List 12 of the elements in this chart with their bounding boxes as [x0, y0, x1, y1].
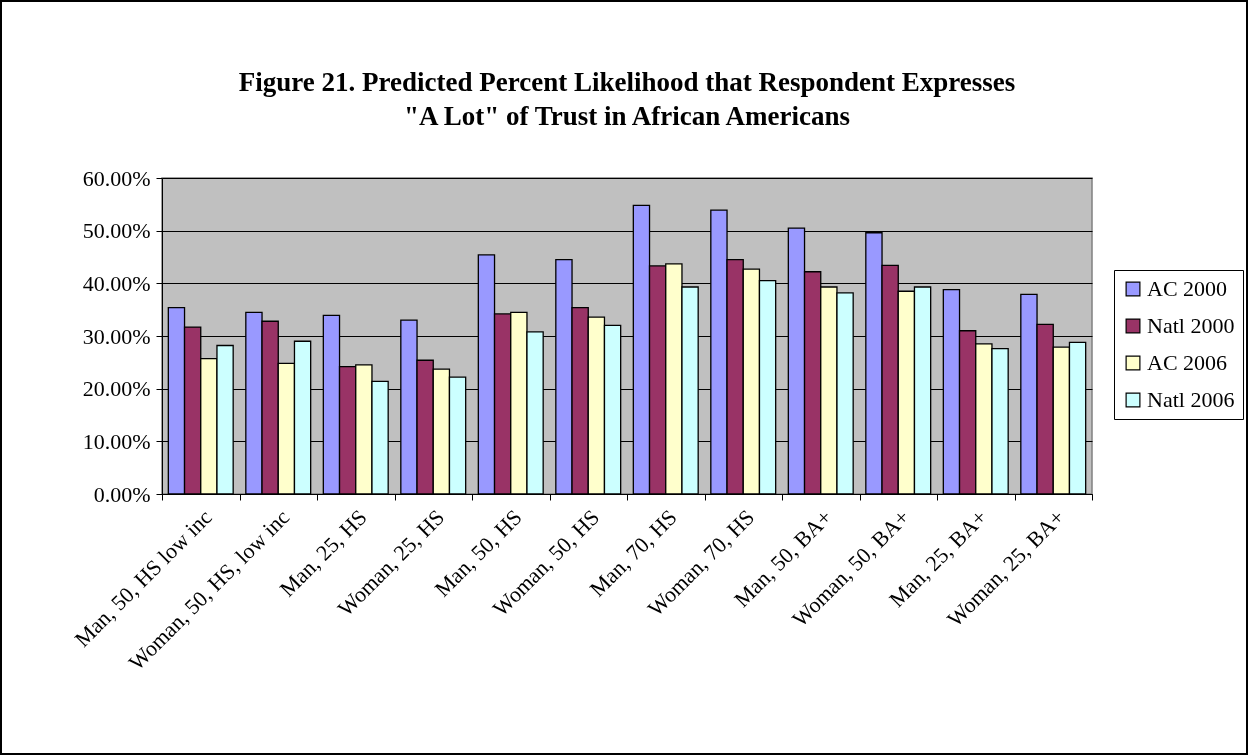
chart-title: Figure 21. Predicted Percent Likelihood that Respondent Expresses "A Lot" of Trust in African Americans: [238, 67, 1016, 131]
legend-label: AC 2000: [1147, 276, 1228, 301]
legend-label: Natl 2000: [1147, 313, 1235, 338]
y-tick-label: 50.00%: [82, 218, 151, 244]
y-tick-label: 0.00%: [93, 481, 151, 507]
y-tick-label: 30.00%: [82, 323, 151, 349]
y-tick-label: 20.00%: [82, 376, 151, 402]
y-tick-label: 10.00%: [82, 428, 151, 454]
y-tick-label: 40.00%: [82, 270, 151, 296]
y-tick-label: 60.00%: [82, 165, 151, 191]
legend-label: AC 2006: [1147, 350, 1228, 375]
legend-label: Natl 2006: [1147, 387, 1235, 412]
